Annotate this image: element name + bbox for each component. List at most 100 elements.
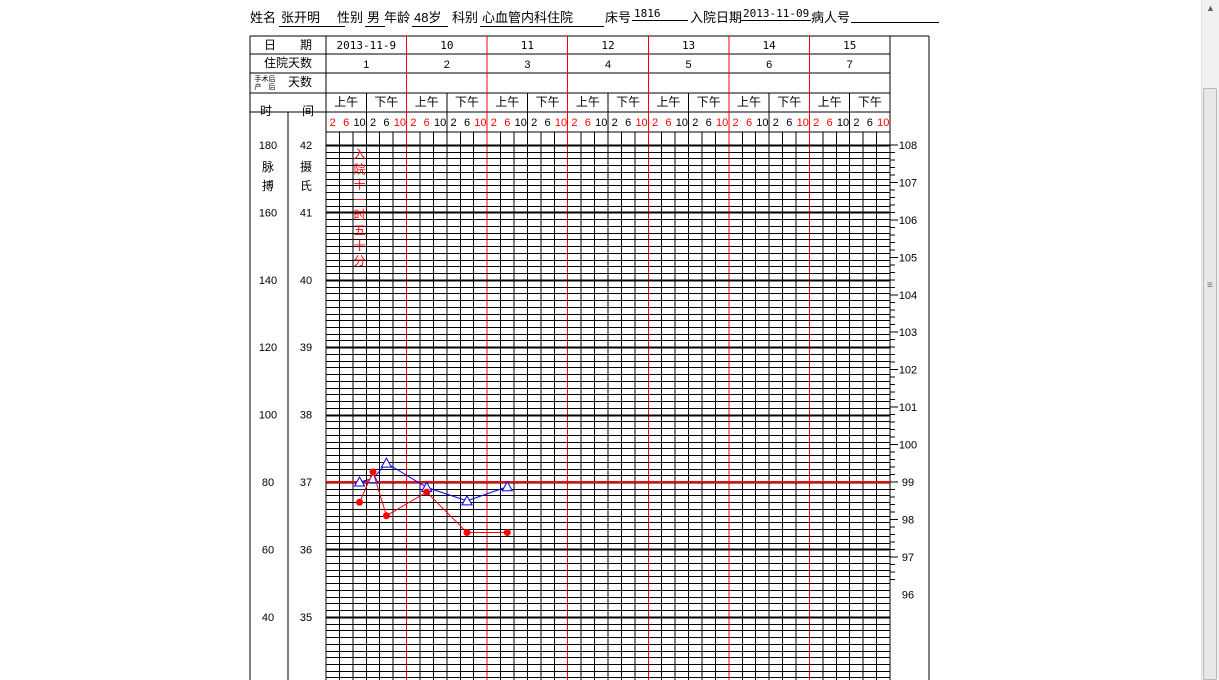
hospital-day-cell: 5 xyxy=(686,59,692,71)
temp-tick: 38 xyxy=(300,410,312,422)
hour-cell: 2 xyxy=(491,117,497,129)
patient-age: 48岁 xyxy=(412,7,448,27)
hour-cell: 2 xyxy=(652,117,658,129)
hour-cell: 2 xyxy=(853,117,859,129)
hour-cell: 6 xyxy=(383,117,389,129)
hour-cell: 6 xyxy=(343,117,349,129)
temp-tick: 39 xyxy=(300,342,312,354)
pulse-tick: 80 xyxy=(262,477,274,489)
right-tick-label: 106 xyxy=(899,215,917,227)
pm-label: 下午 xyxy=(697,95,721,109)
scroll-up-icon[interactable]: ▲ xyxy=(1202,0,1219,17)
hour-cell: 6 xyxy=(545,117,551,129)
patient-name: 张开明 xyxy=(279,7,345,27)
date-cell: 10 xyxy=(440,39,453,52)
hospital-day-cell: 1 xyxy=(363,59,369,71)
right-tick-label: 96 xyxy=(902,589,914,601)
age-label: 年龄 xyxy=(384,10,411,25)
hour-cell: 6 xyxy=(746,117,752,129)
pulse-tick: 40 xyxy=(262,612,274,624)
pulse-line xyxy=(359,470,508,534)
hour-cell: 10 xyxy=(837,117,849,129)
bed-label: 床号 xyxy=(605,10,632,25)
admission-note-char: 分 xyxy=(354,254,366,268)
admission-note-char: 五 xyxy=(354,224,366,238)
hour-cell: 6 xyxy=(786,117,792,129)
sex-label: 性别 xyxy=(337,10,364,25)
pulse-tick: 160 xyxy=(259,207,277,219)
date-cell: 15 xyxy=(843,39,856,52)
hour-cell: 6 xyxy=(625,117,631,129)
am-label: 上午 xyxy=(656,95,680,109)
time-label: 间 xyxy=(302,104,314,118)
hour-cell: 6 xyxy=(585,117,591,129)
hour-cell: 10 xyxy=(676,117,688,129)
pulse-col-label: 脉 xyxy=(262,159,274,174)
hour-cell: 2 xyxy=(330,117,336,129)
right-tick-label: 107 xyxy=(899,177,917,189)
hospital-day-cell: 4 xyxy=(605,59,611,71)
date-cell: 13 xyxy=(682,39,695,52)
am-label: 上午 xyxy=(334,95,358,109)
hour-cell: 6 xyxy=(665,117,671,129)
hour-cell: 10 xyxy=(797,117,809,129)
admission-note-char: 时 xyxy=(354,208,366,222)
hour-cell: 6 xyxy=(706,117,712,129)
date-cell: 14 xyxy=(763,39,777,52)
pulse-tick: 140 xyxy=(259,275,277,287)
right-tick-label: 99 xyxy=(902,477,914,489)
admission-note-char: 入 xyxy=(354,147,366,161)
pulse-col-label: 搏 xyxy=(262,179,274,193)
admission-note-char: 一 xyxy=(354,193,366,207)
hour-cell: 10 xyxy=(716,117,728,129)
hour-cell: 10 xyxy=(877,117,889,129)
hour-cell: 10 xyxy=(474,117,486,129)
pulse-point xyxy=(382,512,390,520)
hour-cell: 2 xyxy=(813,117,819,129)
right-tick-label: 101 xyxy=(899,402,917,414)
temperature-point xyxy=(353,475,366,487)
right-tick-label: 105 xyxy=(899,252,917,264)
right-tick-label: 98 xyxy=(902,514,914,526)
patient-bed: 1816 xyxy=(632,7,688,21)
hour-cell: 2 xyxy=(612,117,618,129)
hour-cell: 10 xyxy=(515,117,527,129)
admission-note-char: 十 xyxy=(354,239,366,253)
date-cell: 12 xyxy=(601,39,614,52)
temp-tick: 35 xyxy=(300,612,312,624)
am-label: 上午 xyxy=(818,95,842,109)
hour-cell: 10 xyxy=(353,117,365,129)
temperature-point xyxy=(501,480,514,492)
hour-cell: 6 xyxy=(867,117,873,129)
hospital-day-cell: 7 xyxy=(847,59,853,71)
grip-icon: ≡ xyxy=(1207,280,1213,291)
temperature-point xyxy=(380,457,393,468)
hour-cell: 10 xyxy=(635,117,647,129)
admission-note-char: 院 xyxy=(354,162,366,176)
hospital-days-label: 住院天数 xyxy=(264,55,312,70)
patient-no-label: 病人号 xyxy=(811,10,851,25)
patient-dept: 心血管内科住院 xyxy=(480,7,604,27)
hour-cell: 10 xyxy=(434,117,446,129)
hour-cell: 10 xyxy=(595,117,607,129)
temp-col-label: 摄 xyxy=(300,159,312,174)
pulse-point xyxy=(356,498,364,506)
vertical-scrollbar[interactable]: ▲ ≡ xyxy=(1201,0,1219,680)
hour-cell: 2 xyxy=(692,117,698,129)
right-tick-label: 97 xyxy=(902,552,914,564)
patient-sex: 男 xyxy=(365,7,385,27)
temp-tick: 41 xyxy=(300,207,312,219)
scrollbar-thumb[interactable]: ≡ xyxy=(1203,88,1217,680)
pm-label: 下午 xyxy=(455,95,479,109)
hour-cell: 6 xyxy=(424,117,430,129)
admission-note-char: 十 xyxy=(354,178,366,192)
temp-tick: 40 xyxy=(300,275,312,287)
hour-cell: 6 xyxy=(504,117,510,129)
pulse-tick: 100 xyxy=(259,410,277,422)
right-tick-label: 103 xyxy=(899,327,917,339)
date-cell: 2013-11-9 xyxy=(336,39,396,52)
pulse-point xyxy=(369,468,377,476)
hour-cell: 6 xyxy=(464,117,470,129)
right-tick-label: 102 xyxy=(899,365,917,377)
